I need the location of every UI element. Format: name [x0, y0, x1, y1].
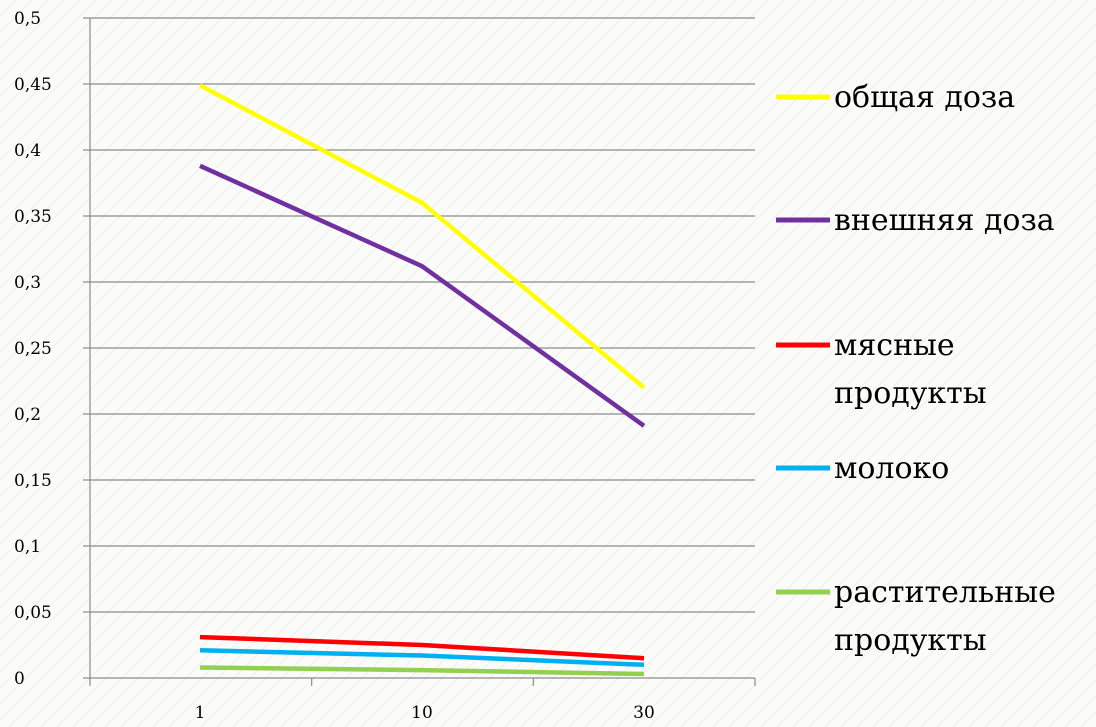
x-tick-label: 30 [633, 703, 655, 723]
legend-label: растительные [834, 575, 1056, 610]
x-tick-label: 1 [195, 703, 206, 723]
legend-label: мясные [834, 328, 955, 363]
y-tick-label: 0,4 [14, 141, 41, 161]
series-line-1 [199, 163, 646, 428]
legend-label: продукты [834, 623, 987, 658]
y-tick-label: 0,25 [14, 339, 52, 359]
x-axis-tick-labels: 1 10 30 [195, 703, 655, 723]
series-lines [198, 83, 646, 677]
y-tick-label: 0,05 [14, 603, 52, 623]
y-tick-label: 0,2 [14, 405, 41, 425]
legend-label: внешняя доза [834, 203, 1055, 238]
y-tick-label: 0,45 [14, 75, 52, 95]
y-axis-tick-labels: 0 0,05 0,1 0,15 0,2 0,25 0,3 0,35 0,4 0,45 0,5 [14, 9, 52, 689]
series-line-2 [199, 634, 645, 661]
legend-label: общая доза [834, 80, 1015, 115]
y-tick-label: 0,5 [14, 9, 41, 29]
y-tick-label: 0,15 [14, 471, 52, 491]
axes [83, 17, 756, 686]
y-tick-label: 0 [14, 669, 25, 689]
x-tick-label: 10 [411, 703, 433, 723]
y-tick-label: 0,3 [14, 273, 41, 293]
series-line-0 [198, 83, 646, 390]
legend-label: продукты [834, 376, 987, 411]
series-line-4 [199, 665, 645, 677]
y-tick-label: 0,35 [14, 207, 52, 227]
legend: общая доза внешняя доза мясные продукты моло… [776, 80, 1056, 658]
legend-label: молоко [834, 451, 949, 486]
y-tick-label: 0,1 [14, 537, 41, 557]
series-line-3 [199, 648, 645, 668]
